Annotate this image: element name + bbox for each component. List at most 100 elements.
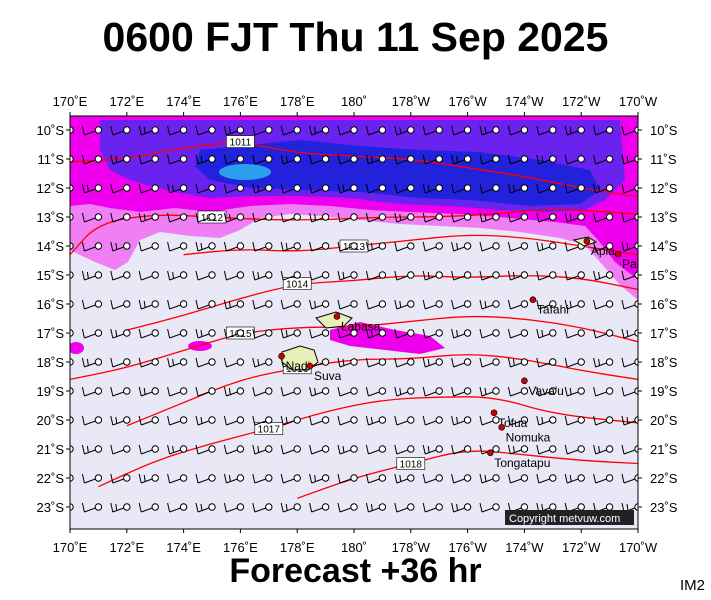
lat-tick-label-left: 21˚S [37, 442, 65, 457]
svg-text:1017: 1017 [258, 425, 281, 436]
lat-tick-label-right: 10˚S [650, 123, 678, 138]
wind-barb [507, 357, 529, 368]
wind-barb [223, 125, 245, 136]
wind-barb [167, 212, 188, 223]
wind-barb [365, 415, 387, 426]
lat-tick-label-left: 15˚S [37, 268, 65, 283]
wind-barb [138, 386, 159, 397]
wind-barb [422, 125, 443, 136]
wind-barb [394, 502, 415, 513]
wind-barb [81, 183, 103, 194]
city-dot-icon [306, 362, 314, 370]
wind-barb [138, 473, 159, 484]
copyright-box: Copyright metvuw.com [505, 510, 634, 525]
wind-barb [422, 299, 443, 310]
city-dot-icon [278, 352, 285, 360]
wind-barb [252, 125, 273, 136]
wind-barb [337, 299, 358, 310]
city-dot-icon [529, 296, 537, 303]
wind-barb [394, 154, 415, 165]
wind-barb [593, 154, 614, 165]
wind-barb [195, 125, 216, 136]
wind-barb [479, 473, 500, 484]
wind-barb [479, 415, 500, 426]
wind-barb [252, 473, 273, 484]
wind-barb [479, 270, 500, 281]
wind-barb [507, 212, 529, 223]
wind-barb [138, 270, 159, 281]
wind-barb [394, 415, 415, 426]
city-dot-icon [487, 449, 494, 457]
lon-tick-label-top: 172˚W [562, 94, 601, 109]
wind-barb [451, 241, 472, 252]
wind-barb [223, 415, 245, 426]
wind-barb [365, 502, 387, 513]
wind-barb [110, 270, 131, 281]
wind-barb [479, 125, 500, 136]
place-marker: Tongatapu [487, 449, 550, 470]
wind-barb [365, 212, 387, 223]
isobar-line [98, 396, 638, 488]
wind-barb [252, 386, 273, 397]
wind-barb [451, 357, 472, 368]
isobar-label: 1011 [226, 135, 255, 149]
wind-barb [593, 125, 614, 136]
wind-barb [451, 502, 472, 513]
lat-tick-label-left: 19˚S [37, 384, 65, 399]
lon-tick-label-bottom: 178˚E [280, 540, 315, 555]
wind-barb [479, 386, 500, 397]
wind-barb [593, 183, 614, 194]
wind-barb [507, 270, 529, 281]
wind-barb [195, 241, 216, 252]
wind-barb [507, 299, 529, 310]
wind-barb [167, 299, 188, 310]
wind-barb [81, 270, 103, 281]
map-title: 0600 FJT Thu 11 Sep 2025 [102, 14, 609, 60]
lat-tick-label-left: 13˚S [37, 210, 65, 225]
wind-barb [564, 328, 585, 339]
wind-barb [167, 357, 188, 368]
wind-barb [451, 328, 472, 339]
forecast-label: Forecast +36 hr [229, 552, 482, 590]
place-marker: Labasa [333, 313, 381, 333]
wind-barb [223, 444, 245, 455]
wind-barb [167, 328, 188, 339]
wind-barb [593, 357, 614, 368]
wind-barb [223, 183, 245, 194]
wind-barb [365, 183, 387, 194]
wind-barb [252, 357, 273, 368]
wind-barb [167, 502, 188, 513]
lon-tick-label-bottom: 170˚W [619, 540, 658, 555]
wind-barb [337, 241, 358, 252]
wind-barb [621, 154, 638, 165]
lon-tick-label-bottom: 170˚E [53, 540, 88, 555]
wind-barb [195, 212, 216, 223]
isobar-label: 1017 [254, 422, 284, 436]
wind-barb [536, 241, 557, 252]
wind-barb [110, 299, 131, 310]
wind-barb [138, 415, 159, 426]
wind-barb [223, 212, 245, 223]
wind-barb [422, 386, 443, 397]
lat-tick-label-left: 16˚S [37, 297, 65, 312]
wind-barb [365, 241, 387, 252]
wind-barb [536, 415, 557, 426]
wind-barb [451, 473, 472, 484]
place-marker: Tofua [490, 409, 528, 430]
wind-barb [280, 473, 301, 484]
wind-barb [451, 212, 472, 223]
place-label: Apia [591, 244, 615, 258]
wind-barb [337, 183, 358, 194]
wind-barb [621, 270, 638, 281]
wind-barb [422, 154, 443, 165]
wind-barb [337, 154, 358, 165]
lat-tick-label-right: 15˚S [650, 268, 678, 283]
lon-tick-label-top: 180˚ [341, 94, 367, 109]
wind-barb [81, 212, 103, 223]
wind-barb [309, 473, 330, 484]
wind-barb [479, 444, 500, 455]
wind-barb [337, 270, 358, 281]
wind-barb [451, 154, 472, 165]
wind-barb [167, 473, 188, 484]
wind-barb [138, 212, 159, 223]
